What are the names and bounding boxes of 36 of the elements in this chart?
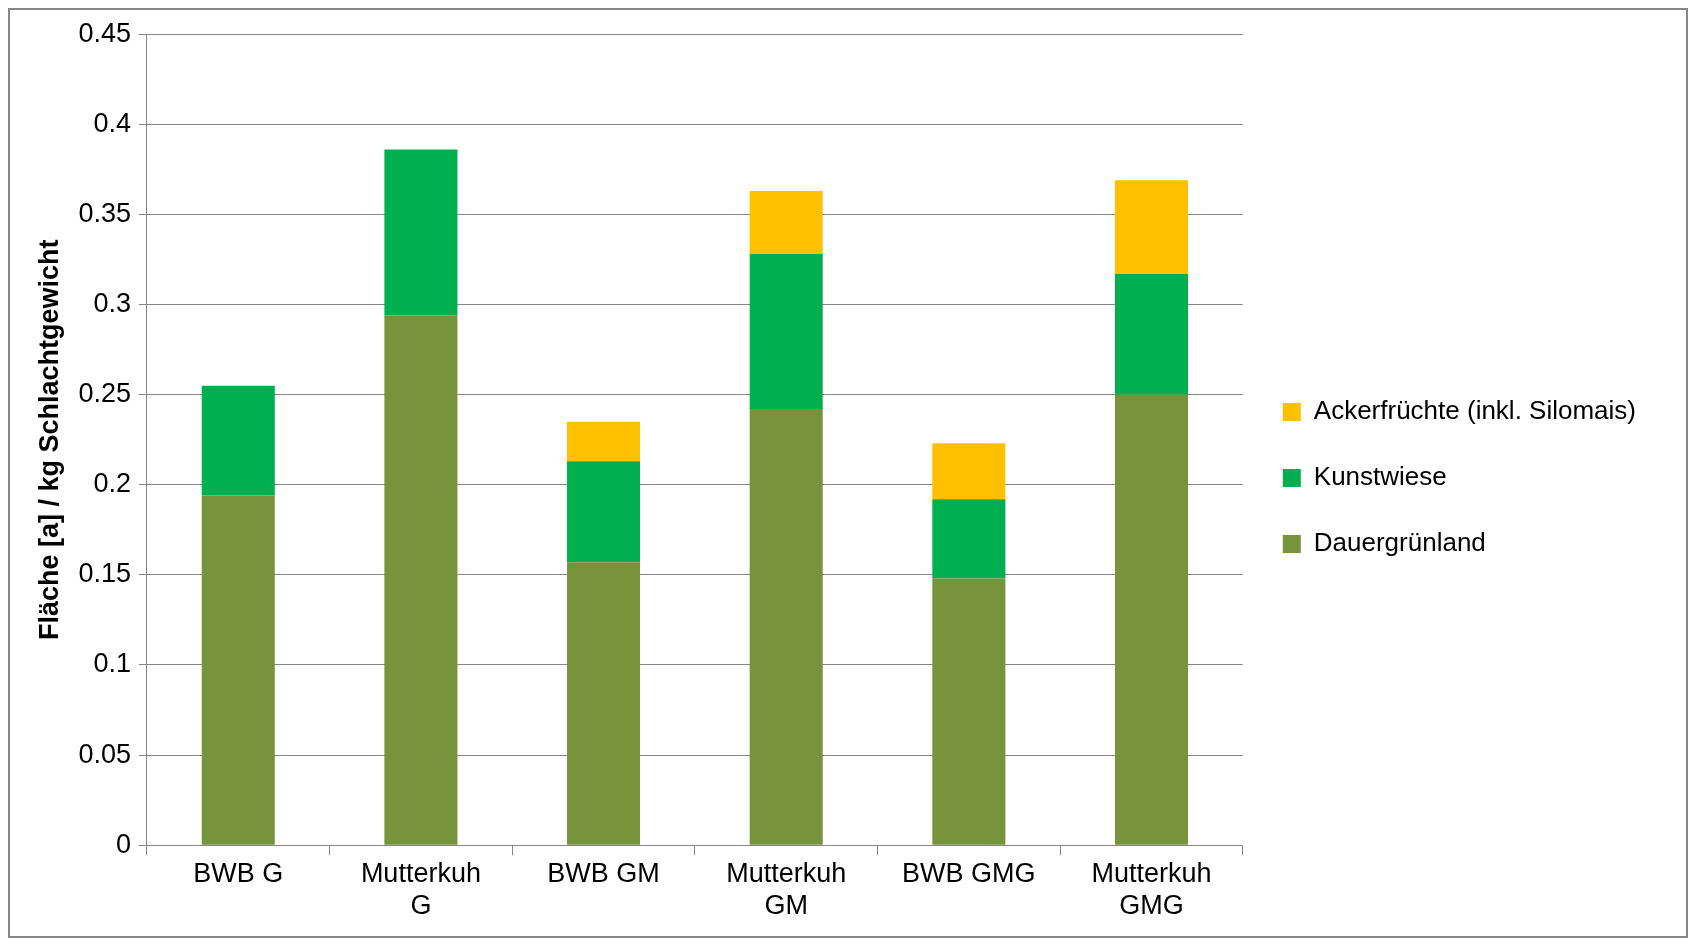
bar [201, 495, 275, 845]
x-tick-label: BWB GMG [902, 857, 1036, 888]
y-tick-label: 0.45 [78, 17, 131, 48]
y-tick-label: 0.15 [78, 558, 131, 589]
bar [1114, 394, 1189, 845]
y-axis-title: Fläche [a] / kg Schlachtgewicht [33, 239, 64, 640]
y-tick-label: 0.3 [93, 287, 131, 318]
bar [384, 315, 458, 845]
bar [749, 409, 823, 845]
y-tick-label: 0.4 [93, 107, 131, 138]
x-tick-label: Mutterkuh G [360, 857, 481, 921]
y-tick-label: 0 [115, 828, 131, 859]
bar [1114, 180, 1189, 274]
y-tick-label: 0.05 [78, 738, 131, 769]
legend-label: Dauergrünland [1313, 527, 1486, 558]
bar [749, 254, 823, 410]
bar [567, 461, 641, 563]
x-tick-label: BWB GM [547, 857, 660, 888]
x-tick-label: Mutterkuh GM [726, 857, 847, 921]
y-tick-label: 0.25 [78, 378, 131, 409]
y-tick-label: 0.35 [78, 197, 131, 228]
bar [932, 443, 1006, 500]
y-tick-label: 0.1 [93, 648, 131, 679]
bar [567, 562, 641, 845]
bar [1114, 273, 1189, 395]
legend-label: Ackerfrüchte (inkl. Silomais) [1313, 395, 1637, 426]
x-tick-label: Mutterkuh GMG [1091, 857, 1212, 921]
bar [932, 578, 1006, 845]
bar [749, 190, 823, 255]
bar [201, 385, 275, 496]
legend-label: Kunstwiese [1313, 461, 1447, 492]
x-tick-label: BWB G [193, 857, 284, 888]
bar [567, 421, 641, 462]
bar [384, 149, 458, 316]
bar [932, 499, 1006, 579]
y-tick-label: 0.2 [93, 468, 131, 499]
